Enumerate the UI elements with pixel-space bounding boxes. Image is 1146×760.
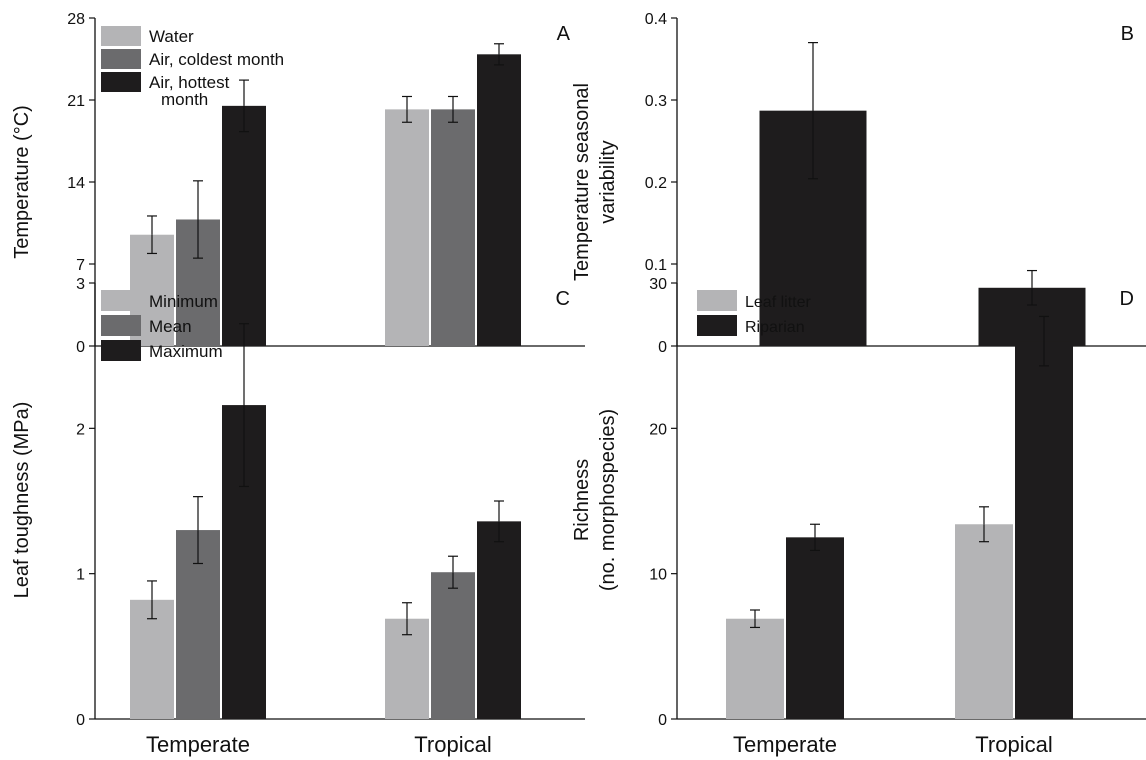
panel-letter: C: [556, 288, 570, 310]
y-tick-label: 14: [67, 175, 85, 192]
bar-tropical-minimum: [385, 618, 429, 719]
y-tick-label: 2: [76, 421, 85, 438]
bar-tropical-riparian: [1015, 341, 1073, 719]
y-tick-label: 0.2: [645, 175, 667, 192]
y-tick-label: 1: [76, 567, 85, 584]
y-tick-label: 0: [76, 712, 85, 729]
y-tick-label: 0: [76, 339, 85, 356]
legend-label: Maximum: [149, 342, 223, 361]
bar-temperate-riparian: [786, 537, 844, 719]
x-tick-label: Tropical: [975, 732, 1052, 757]
y-tick-label: 0.1: [645, 257, 667, 274]
y-axis-label: Leaf toughness (MPa): [11, 402, 33, 599]
chart-panel-c: 0 1 2 3 Leaf toughness (MPa) C Temperate Tropic…: [11, 276, 585, 757]
y-tick-label: 10: [649, 567, 667, 584]
bar-temperate-air-hottest-month: [222, 105, 266, 346]
legend-swatch: [101, 49, 141, 69]
y-axis-label: Temperature (°C): [11, 105, 33, 259]
legend-label: Air, hottest month: [149, 73, 230, 109]
bar-tropical-maximum: [477, 521, 521, 719]
chart-panel-d: 0 10 20 30 Richness (no. morphospecies) D Tempe…: [571, 276, 1146, 757]
y-tick-label: 30: [649, 276, 667, 293]
y-axis-label: Temperature seasonal variability: [571, 83, 619, 281]
chart-panel-b: 0 0.1 0.2 0.3 0.4 Temperature seasonal variabi…: [571, 11, 1146, 356]
legend-label: Riparian: [745, 319, 805, 336]
chart-panel-a: 0 7 14 21 28 Temperature (°C) A Water Air, colde…: [11, 11, 585, 356]
legend-swatch: [101, 72, 141, 92]
panel-letter: A: [557, 23, 571, 45]
legend-label: Leaf litter: [745, 294, 811, 311]
bar-tropical-mean: [431, 572, 475, 719]
x-tick-label: Temperate: [733, 732, 837, 757]
x-tick-label: Tropical: [414, 732, 491, 757]
legend-swatch: [101, 315, 141, 336]
legend-label: Water: [149, 27, 194, 46]
bar-tropical-air-hottest-month: [477, 54, 521, 347]
y-tick-label: 0.4: [645, 11, 667, 28]
bar-temperate-leaf-litter: [726, 618, 784, 719]
y-tick-label: 21: [67, 93, 85, 110]
legend-swatch: [101, 290, 141, 311]
y-tick-label: 28: [67, 11, 85, 28]
y-tick-label: 0.3: [645, 93, 667, 110]
bar-temperate-minimum: [130, 599, 174, 719]
y-tick-label: 0: [658, 712, 667, 729]
bar-tropical-air-coldest-month: [431, 109, 475, 346]
y-tick-label: 0: [658, 339, 667, 356]
legend-label: Mean: [149, 317, 192, 336]
bar-tropical-leaf-litter: [955, 524, 1013, 719]
y-tick-label: 7: [76, 257, 85, 274]
panel-letter: B: [1121, 23, 1134, 45]
y-tick-label: 20: [649, 421, 667, 438]
y-axis-label: Richness (no. morphospecies): [571, 409, 619, 591]
y-tick-label: 3: [76, 276, 85, 293]
bar-tropical-water: [385, 109, 429, 346]
legend-swatch: [101, 26, 141, 46]
legend-label: Minimum: [149, 292, 218, 311]
legend-swatch: [697, 315, 737, 336]
legend-swatch: [101, 340, 141, 361]
panel-letter: D: [1120, 288, 1134, 310]
legend-swatch: [697, 290, 737, 311]
legend-label: Air, coldest month: [149, 50, 284, 69]
x-tick-label: Temperate: [146, 732, 250, 757]
